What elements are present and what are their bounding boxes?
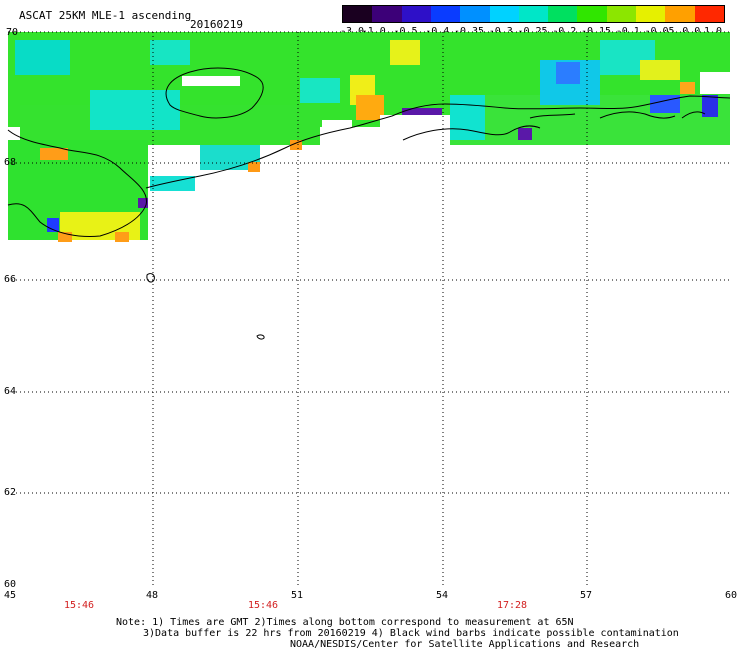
orange-patch: [58, 232, 72, 242]
lon-label: 45: [4, 590, 17, 601]
white-hole: [182, 76, 240, 86]
orange-patch: [290, 140, 302, 150]
cyan-patch: [150, 40, 190, 65]
lon-label: 57: [580, 590, 593, 601]
colorbar-label: -1.0: [361, 26, 386, 37]
colorbar-swatch: [606, 6, 637, 22]
cyan-patch: [15, 40, 70, 75]
colorbar-label: 0.0: [682, 26, 701, 37]
colorbar-swatch: [430, 6, 461, 22]
islet: [256, 334, 265, 340]
colorbar-swatch: [636, 6, 666, 22]
colorbar-swatch: [665, 6, 696, 22]
lat-label: 62: [4, 487, 17, 498]
colorbar-label: -0.5: [393, 26, 418, 37]
orange-patch: [680, 82, 695, 94]
product-title: ASCAT 25KM MLE-1 ascending: [19, 9, 192, 22]
time-label: 17:28: [496, 600, 528, 611]
colorbar-swatch: [518, 6, 549, 22]
colorbar-swatch: [460, 6, 491, 22]
cyan-patch: [450, 95, 485, 140]
colorbar-label: -0.1: [615, 26, 640, 37]
time-label: 15:46: [247, 600, 279, 611]
island: [402, 125, 541, 141]
island: [529, 113, 576, 119]
lat-label: 66: [4, 274, 17, 285]
purple-patch: [518, 128, 532, 140]
lat-label: 68: [4, 157, 17, 168]
lon-label: 54: [436, 590, 449, 601]
island: [599, 111, 676, 119]
footer-note-2: 3)Data buffer is 22 hrs from 20160219 4)…: [143, 628, 679, 639]
white-hole: [322, 120, 352, 145]
blue-patch: [702, 95, 718, 117]
time-label: 15:46: [63, 600, 95, 611]
islet: [146, 273, 155, 283]
lat-label: 60: [4, 579, 17, 590]
lat-label: 70: [6, 27, 19, 38]
coastline-main: [7, 129, 147, 237]
colorbar: [342, 5, 725, 23]
colorbar-label: -0.4: [425, 26, 450, 37]
colorbar-swatch: [401, 6, 432, 22]
product-date: 20160219: [190, 18, 243, 31]
colorbar-swatch: [577, 6, 608, 22]
orange-patch: [40, 148, 68, 160]
cyan-patch: [300, 78, 340, 103]
colorbar-swatch: [372, 6, 403, 22]
peninsula-kanin: [165, 67, 264, 119]
yellow-patch: [640, 60, 680, 80]
coastline: [7, 67, 731, 340]
orange-patch: [115, 232, 129, 242]
footer-note-1: Note: 1) Times are GMT 2)Times along bot…: [116, 617, 574, 628]
footer-credit: NOAA/NESDIS/Center for Satellite Applica…: [290, 639, 640, 650]
orange-patch: [248, 162, 260, 172]
lat-lon-grid: [8, 31, 730, 586]
yellow-patch: [390, 40, 420, 65]
blue-patch: [556, 62, 580, 84]
lon-label: 60: [725, 590, 738, 601]
white-hole: [700, 72, 730, 94]
cyan-patch: [90, 90, 180, 130]
wind-swath: [8, 32, 730, 242]
colorbar-swatch: [694, 6, 725, 22]
lon-label: 51: [291, 590, 304, 601]
colorbar-swatch: [548, 6, 578, 22]
orange-patch: [356, 95, 384, 120]
island: [681, 111, 706, 119]
colorbar-swatch: [343, 6, 373, 22]
purple-patch: [138, 198, 148, 208]
blue-patch: [650, 95, 680, 113]
lon-label: 48: [146, 590, 159, 601]
colorbar-label: -0.05: [644, 26, 675, 37]
coastline-main: [145, 95, 731, 189]
colorbar-swatch: [489, 6, 520, 22]
lat-label: 64: [4, 386, 17, 397]
